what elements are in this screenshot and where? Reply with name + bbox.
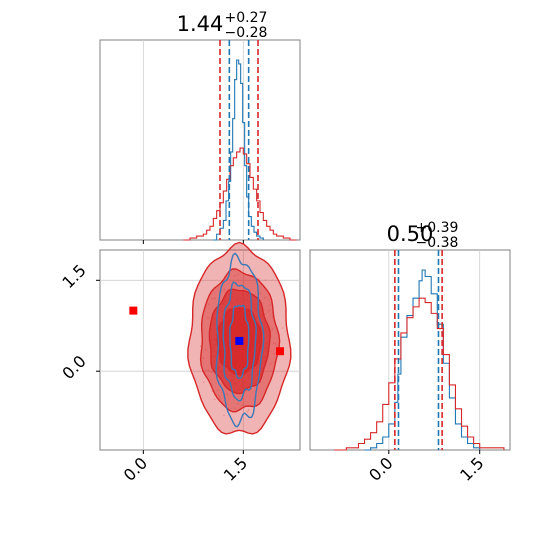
joint-sample-dot: [207, 303, 210, 306]
joint-sample-dot: [213, 398, 216, 401]
joint-ytick-label-1: 1.5: [58, 261, 89, 292]
histogram-1-curves: [183, 59, 297, 241]
histogram-2-series-1: [334, 297, 505, 451]
joint-sample-dot: [267, 311, 270, 313]
histogram-panel-1: 1.44 +0.27 −0.28: [99, 10, 301, 244]
joint-sample-dot: [204, 348, 207, 351]
joint-sample-dot: [273, 352, 276, 355]
joint-marker-1: [276, 347, 284, 356]
joint-sample-dot: [270, 362, 272, 365]
joint-sample-dot: [213, 297, 216, 300]
joint-sample-dot: [258, 278, 261, 280]
joint-sample-dot: [223, 414, 225, 417]
joint-sample-dot: [268, 309, 271, 311]
joint-sample-dot: [218, 394, 220, 397]
joint-sample-dot: [207, 368, 210, 371]
joint-sample-dot: [226, 393, 228, 396]
joint-sample-dot: [210, 371, 213, 374]
histogram-2-title-value: 0.50: [387, 222, 434, 246]
joint-sample-dot: [202, 381, 205, 383]
histogram-1-frame: [99, 39, 301, 241]
histogram-2-title-minus: −0.38: [416, 235, 459, 251]
joint-sample-dot: [259, 292, 261, 295]
joint-sample-dot: [263, 296, 266, 299]
joint-sample-dot: [272, 342, 275, 344]
joint-sample-dot: [234, 407, 237, 410]
histogram-2-quantile-lines: [394, 250, 443, 450]
joint-sample-dot: [241, 404, 243, 407]
histogram-2-xtick-label-1: 1.5: [456, 453, 487, 484]
histogram-1-series-0: [213, 59, 264, 241]
histogram-1-quantile-lines: [219, 40, 259, 240]
joint-sample-dot: [199, 345, 202, 348]
joint-sample-dot: [281, 327, 284, 329]
joint-marker-2: [235, 336, 244, 345]
joint-xtick-label-0: 0.0: [120, 453, 151, 484]
histogram-1-series-1: [183, 147, 297, 241]
joint-sample-dot: [268, 304, 271, 307]
histogram-1-grid: [142, 40, 244, 240]
joint-panel-markers: [129, 306, 284, 356]
histogram-2-title: 0.50: [387, 222, 434, 246]
histogram-2-title-plus: +0.39: [416, 220, 459, 236]
joint-sample-dot: [237, 402, 239, 405]
histogram-2-xtick-label-0: 0.0: [365, 453, 396, 484]
joint-ytick-label-0: 0.0: [58, 352, 89, 383]
joint-sample-dot: [216, 389, 219, 391]
joint-panel-blue-contours: [215, 252, 265, 428]
joint-sample-dot: [237, 273, 240, 276]
joint-xtick-label-1: 1.5: [220, 453, 251, 484]
joint-panel: 0.0 1.5 0.0 1.5: [58, 241, 301, 485]
joint-blue-contour-0: [215, 252, 265, 428]
histogram-1-title-minus: −0.28: [225, 25, 268, 41]
joint-sample-dot: [207, 316, 209, 319]
histogram-2-curves: [334, 269, 505, 451]
joint-sample-dot: [202, 357, 205, 360]
joint-sample-dot: [246, 410, 249, 413]
histogram-2-ticks: 0.0 1.5: [365, 450, 488, 485]
joint-blue-contour-1: [222, 281, 257, 402]
joint-sample-dot: [247, 408, 250, 411]
histogram-1-ticks: [142, 240, 244, 244]
joint-sample-dot: [242, 398, 245, 401]
joint-blue-contour-2: [229, 304, 250, 380]
histogram-1-title: 1.44: [177, 12, 224, 36]
joint-sample-dot: [264, 279, 267, 282]
histogram-2-frame: [309, 249, 511, 451]
joint-sample-dot: [271, 328, 274, 331]
histogram-panel-2: 0.0 1.5 0.50 +0.39 −0.38: [309, 220, 511, 485]
joint-sample-dot: [254, 293, 256, 296]
joint-sample-dot: [223, 288, 226, 291]
joint-marker-0: [129, 306, 138, 315]
histogram-1-title-plus: +0.27: [225, 10, 268, 26]
histogram-2-grid: [388, 250, 481, 450]
histogram-1-title-value: 1.44: [177, 12, 224, 36]
joint-sample-dot: [219, 397, 222, 399]
joint-sample-dot: [274, 342, 277, 345]
joint-sample-dot: [211, 297, 213, 300]
joint-sample-dot: [233, 275, 236, 277]
